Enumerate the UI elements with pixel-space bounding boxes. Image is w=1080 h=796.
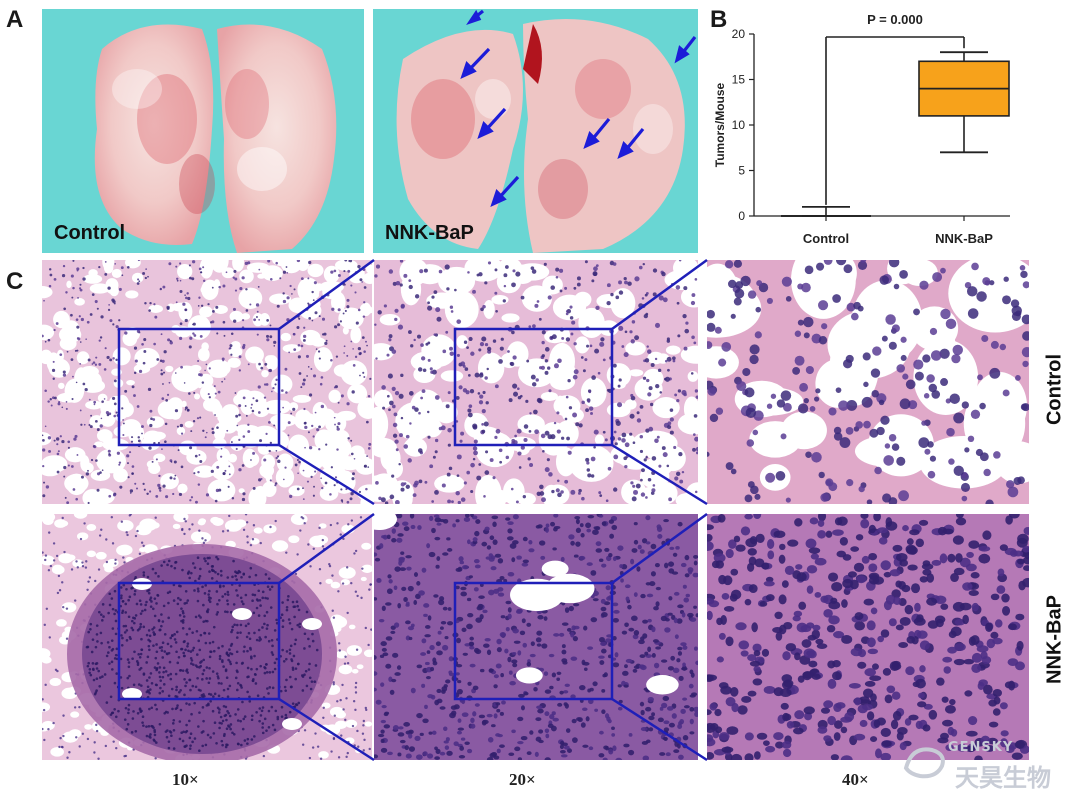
y-tick-label: 20 (732, 27, 746, 41)
p-value-annotation: P = 0.000 (867, 12, 923, 27)
zoom-box-nnk-10x (117, 581, 281, 701)
x-tick-label: NNK-BaP (935, 231, 993, 246)
panel-letter-a: A (6, 6, 24, 33)
y-axis-label: Tumors/Mouse (713, 82, 727, 167)
histology-nnk-40x (707, 514, 1029, 760)
magnification-10x: 10× (172, 770, 199, 789)
histology-nnk-20x (374, 514, 698, 760)
histology-control-40x (707, 260, 1029, 504)
panel-letter-b: B (710, 6, 728, 33)
y-tick-label: 5 (738, 164, 745, 178)
x-tick-label: Control (803, 231, 849, 246)
zoom-box-control-10x (117, 327, 281, 447)
watermark-latin: GENSKY (948, 740, 1014, 755)
magnification-40x: 40× (842, 770, 869, 789)
watermark-logo-icon (902, 742, 948, 782)
control-photo-label: Control (54, 222, 126, 244)
arrow-icon-group (460, 9, 697, 207)
nnk-bap-photo-label: NNK-BaP (385, 222, 474, 244)
zoom-box-control-20x (453, 327, 614, 447)
y-tick-label: 15 (732, 73, 746, 87)
nnk-bap-lung-photo (373, 9, 698, 253)
histology-control-20x (374, 260, 698, 504)
control-lung-photo (42, 9, 364, 253)
y-tick-label: 0 (738, 209, 745, 223)
magnification-20x: 20× (509, 770, 536, 789)
row-label-nnk-bap: NNK-BaP (1043, 595, 1066, 684)
y-tick-label: 10 (732, 118, 746, 132)
zoom-box-nnk-20x (453, 581, 614, 701)
panel-letter-c: C (6, 268, 24, 295)
row-label-control: Control (1043, 353, 1066, 426)
watermark-chinese: 天昊生物 (955, 764, 1051, 792)
tumors-boxplot: 0 5 10 15 20 Tumors/Mouse Control NNK-BaP P = 0.… (713, 12, 1010, 246)
